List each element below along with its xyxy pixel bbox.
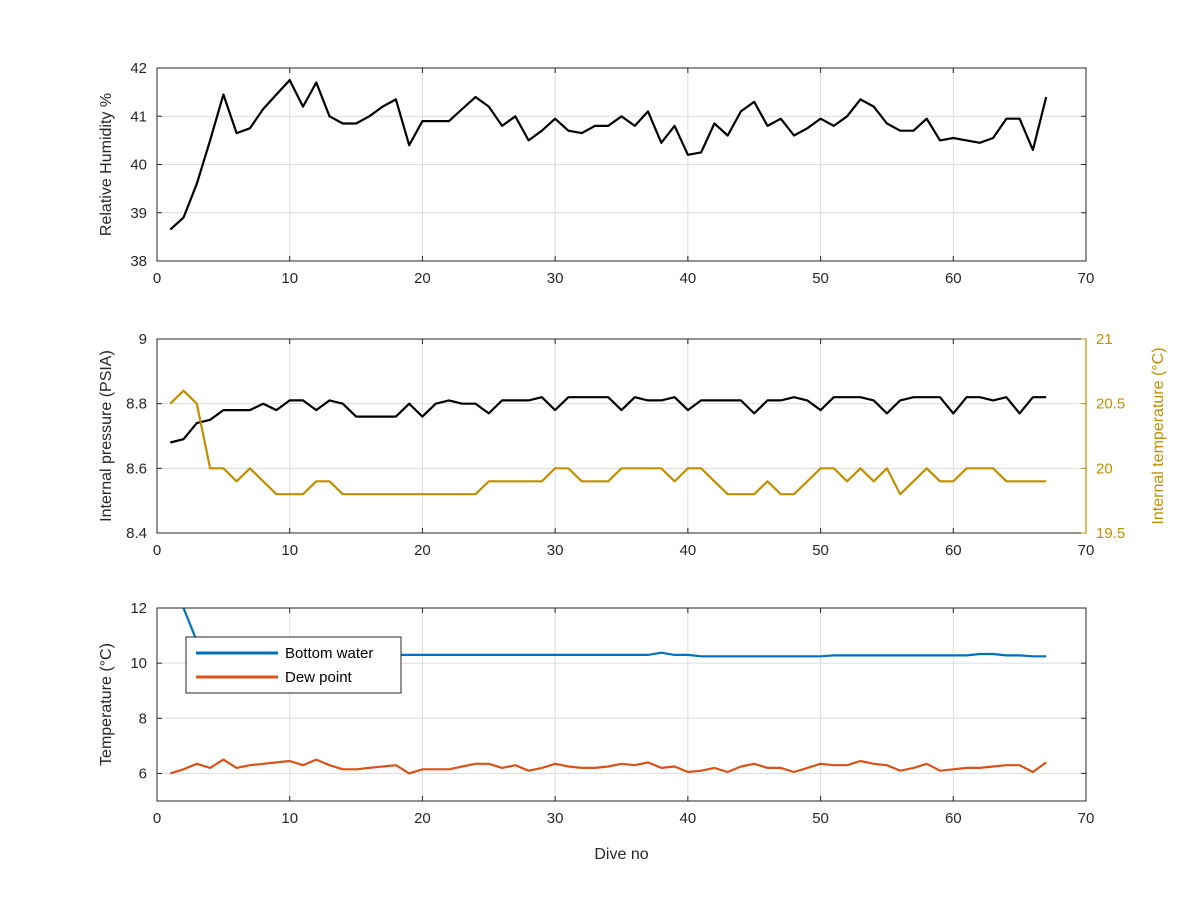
y-tick-label: 8 xyxy=(139,710,147,727)
y-axis-label: Internal pressure (PSIA) xyxy=(98,350,115,522)
x-tick-label: 60 xyxy=(945,542,962,559)
y-tick-label: 39 xyxy=(130,205,147,222)
y2-tick-label: 21 xyxy=(1096,331,1113,348)
panel-1: 0 10 20 30 40 50 60 70 38 39 40 41 42 Relative Humidi… xyxy=(98,60,1094,287)
x-tick-label: 0 xyxy=(153,810,161,827)
x-tick-label: 30 xyxy=(547,810,564,827)
x-tick-label: 20 xyxy=(414,810,431,827)
x-tick-label: 40 xyxy=(680,270,697,287)
y-axis-label: Temperature (°C) xyxy=(98,643,115,766)
legend-entry: Bottom water xyxy=(285,645,373,662)
x-tick-label: 10 xyxy=(281,810,298,827)
y-tick-label: 42 xyxy=(130,60,147,77)
y2-tick-label: 20.5 xyxy=(1096,396,1125,413)
x-tick-label: 60 xyxy=(945,270,962,287)
x-tick-label: 20 xyxy=(414,542,431,559)
series-2-1 xyxy=(170,396,1047,444)
y-tick-label: 9 xyxy=(139,331,147,348)
panel-2: 0 10 20 30 40 50 60 70 8.4 8.6 8.8 9 19.5 20 20.5 21 Int… xyxy=(98,331,1167,559)
x-tick-label: 10 xyxy=(281,270,298,287)
y-tick-label: 8.6 xyxy=(126,460,147,477)
y2-tick-label: 19.5 xyxy=(1096,525,1125,542)
legend-box xyxy=(185,636,402,694)
y-tick-label: 38 xyxy=(130,253,147,270)
y-tick-label: 10 xyxy=(130,655,147,672)
x-tick-label: 30 xyxy=(547,542,564,559)
x-tick-label: 50 xyxy=(812,270,829,287)
legend-entry: Dew point xyxy=(285,669,353,686)
series-2-2 xyxy=(169,389,1047,496)
y-tick-label: 8.8 xyxy=(126,396,147,413)
y2-axis-label: Internal temperature (°C) xyxy=(1150,347,1167,524)
x-axis-label: Dive no xyxy=(594,846,648,863)
x-tick-label: 60 xyxy=(945,810,962,827)
y-tick-label: 12 xyxy=(130,600,147,617)
x-tick-label: 70 xyxy=(1078,542,1095,559)
legend: Bottom water Dew point xyxy=(185,636,402,694)
x-tick-label: 70 xyxy=(1078,810,1095,827)
x-tick-label: 0 xyxy=(153,542,161,559)
y-tick-label: 8.4 xyxy=(126,525,147,542)
panel-3: 0 10 20 30 40 50 60 70 6 8 10 12 Temperature (°C) Div… xyxy=(98,600,1095,863)
series-1-1 xyxy=(169,78,1048,231)
x-tick-label: 10 xyxy=(281,542,298,559)
x-tick-label: 50 xyxy=(812,810,829,827)
x-tick-label: 20 xyxy=(414,270,431,287)
x-tick-label: 30 xyxy=(547,270,564,287)
y2-tick-label: 20 xyxy=(1096,460,1113,477)
x-tick-label: 50 xyxy=(812,542,829,559)
y-tick-label: 6 xyxy=(139,765,147,782)
x-tick-label: 40 xyxy=(680,810,697,827)
x-tick-label: 70 xyxy=(1078,270,1095,287)
series-dew-point xyxy=(169,758,1047,775)
plot-area xyxy=(157,339,1086,533)
x-tick-label: 0 xyxy=(153,270,161,287)
y-tick-label: 41 xyxy=(130,108,147,125)
y-tick-label: 40 xyxy=(130,157,147,174)
axes-box xyxy=(156,607,1087,802)
y-axis-label: Relative Humidity % xyxy=(98,93,115,236)
x-tick-label: 40 xyxy=(680,542,697,559)
